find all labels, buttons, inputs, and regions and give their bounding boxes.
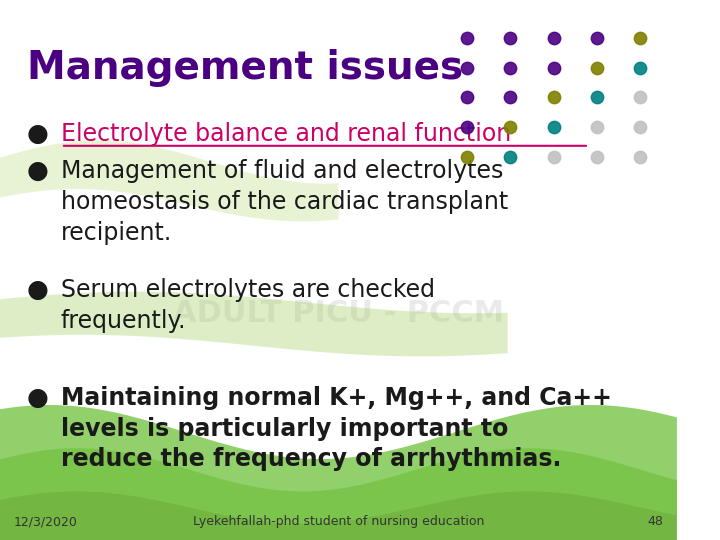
Text: Management issues: Management issues [27,49,463,86]
Polygon shape [0,140,338,221]
Point [462,33,473,42]
Text: ●: ● [27,278,49,302]
Point [634,93,646,102]
Point [634,33,646,42]
Text: ●: ● [27,122,49,145]
Text: Maintaining normal K+, Mg++, and Ca++
levels is particularly important to
reduce: Maintaining normal K+, Mg++, and Ca++ le… [61,386,612,471]
Text: Management of fluid and electrolytes
homeostasis of the cardiac transplant
recip: Management of fluid and electrolytes hom… [61,159,508,245]
Point [462,93,473,102]
Text: 48: 48 [647,515,663,528]
Point [548,123,559,131]
Polygon shape [0,448,677,540]
Point [591,33,603,42]
Text: Serum electrolytes are checked
frequently.: Serum electrolytes are checked frequentl… [61,278,435,333]
Point [505,123,516,131]
Point [462,123,473,131]
Point [505,63,516,72]
Point [548,33,559,42]
Point [505,93,516,102]
Point [591,63,603,72]
Text: ●: ● [27,159,49,183]
Text: 12/3/2020: 12/3/2020 [14,515,78,528]
Text: ●: ● [27,386,49,410]
Point [591,152,603,161]
Point [548,152,559,161]
Text: Electrolyte balance and renal function: Electrolyte balance and renal function [61,122,511,145]
Polygon shape [0,292,508,356]
Point [591,123,603,131]
Point [591,93,603,102]
Text: Lyekehfallah-phd student of nursing education: Lyekehfallah-phd student of nursing educ… [193,515,484,528]
Point [505,33,516,42]
Point [548,63,559,72]
Point [505,152,516,161]
Point [634,152,646,161]
Point [462,63,473,72]
Point [462,152,473,161]
Polygon shape [0,405,677,524]
Point [634,123,646,131]
Text: ADULT PICU - PCCM: ADULT PICU - PCCM [173,299,504,328]
Point [634,63,646,72]
Point [548,93,559,102]
